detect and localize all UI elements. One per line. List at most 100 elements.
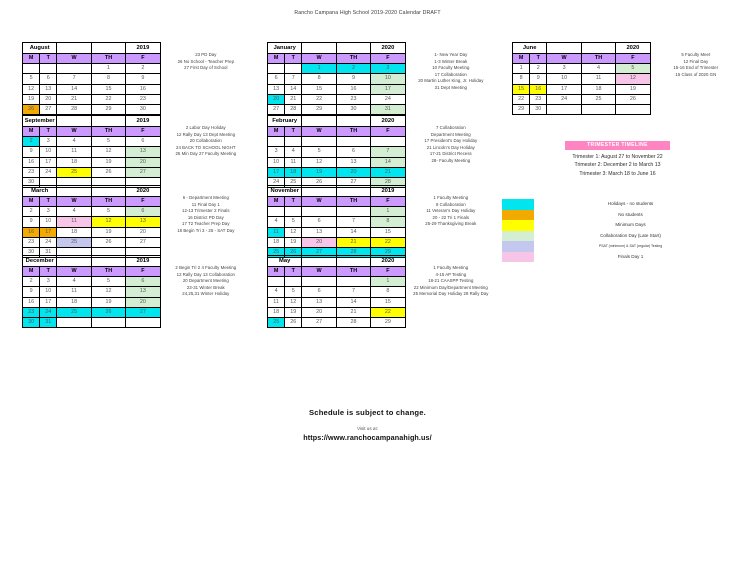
month-year: 2020 — [125, 185, 161, 197]
day-cell: 2 — [529, 63, 548, 75]
note-line: 12 Final Day — [683, 58, 709, 64]
day-cell: 3 — [39, 206, 58, 218]
day-cell: 1 — [511, 63, 531, 75]
day-cell: 4 — [56, 136, 92, 148]
dow-t: T — [529, 52, 548, 65]
calendar-slot: June 2020 M T W TH F 1 2 3 4 5 8 9 10 11 12 15 16 17 18 19 22 2… — [490, 42, 735, 116]
day-cell: 4 — [284, 146, 303, 158]
day-cell: 21 — [370, 166, 406, 179]
legend-label: Minimum Days — [615, 222, 646, 227]
day-cell: 23 — [335, 93, 372, 106]
month-name: September — [21, 115, 58, 127]
day-cell-empty — [266, 63, 286, 75]
week-row: 20 21 22 23 24 — [266, 93, 406, 106]
day-cell: 18 — [56, 156, 92, 168]
day-cell: 11 — [56, 216, 92, 228]
day-of-week-header: M T W TH F — [21, 195, 161, 208]
note-line: 6 - Department Meeting — [182, 195, 229, 200]
month-notes-november: 1 Faculty Meeting 8 Collaboration 11 Veter… — [412, 185, 490, 228]
day-cell: 18 — [284, 166, 303, 179]
month-title-spacer — [56, 185, 92, 197]
month-name: March — [21, 185, 58, 197]
day-cell: 15 — [90, 83, 127, 95]
day-cell-empty — [615, 104, 651, 116]
week-row: 27 28 29 30 31 — [266, 104, 406, 116]
note-line: 17-21 District Recess — [429, 151, 472, 157]
day-cell: 16 — [125, 83, 161, 95]
note-line: 1 Faculty Meeting — [433, 265, 469, 270]
day-cell: 23 — [125, 93, 161, 106]
day-cell-empty — [125, 317, 161, 329]
day-cell-empty — [301, 136, 337, 148]
day-cell: 28 — [335, 317, 372, 329]
dow-th: TH — [90, 195, 127, 208]
week-row: 11 12 13 14 15 — [266, 296, 406, 308]
day-cell: 18 — [56, 226, 92, 238]
day-cell: 28 — [284, 104, 303, 116]
day-cell: 3 — [266, 146, 286, 158]
month-year: 2020 — [370, 255, 406, 267]
month-block-december: December 2019 M T W TH F 2 3 4 5 6 9 10 11 12 13 16 17 18 19… — [0, 255, 245, 329]
day-cell: 8 — [370, 286, 406, 298]
day-cell: 4 — [580, 63, 617, 75]
month-table-june: June 2020 M T W TH F 1 2 3 4 5 8 9 10 11 12 15 16 17 18 19 22 2… — [511, 42, 651, 116]
month-notes-march: 6 - Department Meeting 11 Final Day 1 12-1… — [167, 185, 245, 235]
week-row: 29 30 — [511, 104, 651, 116]
week-row: 11 12 13 14 15 — [266, 226, 406, 238]
day-cell-empty — [284, 206, 303, 218]
day-cell: 15 — [301, 83, 337, 95]
month-notes-august: 23 PD Day 26 No School - Teacher Prep 27 F… — [167, 42, 245, 72]
day-cell: 19 — [284, 236, 303, 249]
day-cell: 19 — [90, 156, 127, 168]
legend-color-swatch — [502, 251, 534, 262]
day-cell: 6 — [301, 216, 337, 228]
day-cell: 30 — [335, 104, 372, 116]
day-cell: 7 — [335, 286, 372, 298]
day-cell: 20 — [335, 166, 372, 179]
note-line: 16 District PD Day — [187, 214, 224, 220]
month-block-august: August 2019 M T W TH F 1 2 5 6 7 8 9 12 13 14 15 16 19 20 21 2… — [0, 42, 245, 116]
legend-label: No students — [618, 211, 643, 217]
month-name: June — [511, 42, 548, 54]
dow-w: W — [56, 52, 92, 65]
day-cell: 7 — [370, 146, 406, 158]
day-cell: 20 — [125, 226, 161, 238]
day-cell: 10 — [546, 73, 582, 85]
day-cell-empty — [39, 63, 58, 75]
month-block-november: November 2019 M T W TH F 1 4 5 6 7 8 11 12 13 14 15 18 19 20… — [245, 185, 490, 259]
month-title-spacer — [335, 42, 372, 54]
month-notes-january: 1- New Year Day 1-3 Winter Break 10 Facult… — [412, 42, 490, 92]
dow-th: TH — [335, 125, 372, 138]
day-cell: 11 — [266, 226, 286, 238]
dow-f: F — [125, 195, 161, 208]
day-cell: 19 — [301, 166, 337, 179]
day-cell-empty — [546, 104, 582, 116]
day-cell: 25 — [56, 166, 92, 179]
note-line: 20 Collaboration — [189, 138, 222, 144]
day-cell: 15 — [370, 296, 406, 308]
day-cell: 9 — [21, 216, 41, 228]
dow-m: M — [266, 52, 286, 65]
dow-th: TH — [335, 52, 372, 65]
day-cell: 3 — [39, 136, 58, 148]
legend-color-swatch — [502, 209, 534, 220]
note-line: 22 Minimum Day/Department Meeting — [413, 284, 488, 290]
day-cell: 7 — [56, 73, 92, 85]
dow-th: TH — [90, 52, 127, 65]
note-line: 17 President's Day Holiday — [424, 138, 478, 144]
day-cell-empty — [56, 63, 92, 75]
calendar-slot: March 2020 M T W TH F 2 3 4 5 6 9 10 11 12 13 16 17 18 19 20 2… — [0, 185, 245, 262]
footer-url[interactable]: https://www.ranchocampanahigh.us/ — [303, 433, 432, 442]
week-row: 16 17 18 19 20 — [21, 156, 161, 168]
legend-color-swatch — [502, 230, 534, 241]
dow-th: TH — [90, 125, 127, 138]
dow-t: T — [39, 195, 58, 208]
day-cell: 6 — [301, 286, 337, 298]
day-cell: 3 — [546, 63, 582, 75]
dow-m: M — [21, 52, 41, 65]
note-line: 18 Begin Tri 3 - 25 - SAT Day — [177, 227, 235, 233]
legend-label: Holidays - no students — [607, 201, 654, 206]
